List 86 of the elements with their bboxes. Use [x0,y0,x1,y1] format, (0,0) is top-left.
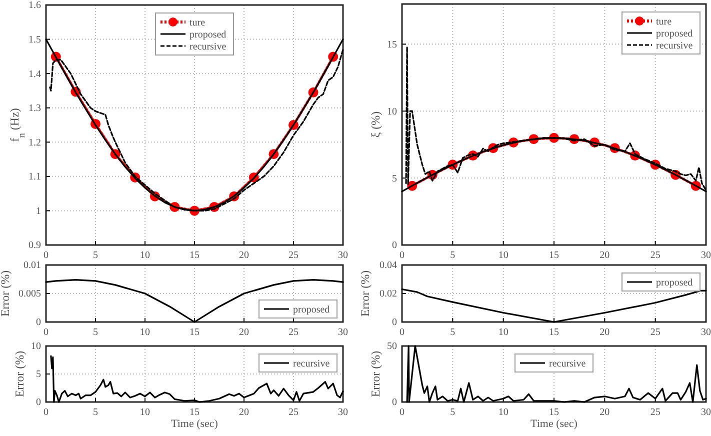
y-tick-label: 5 [392,173,397,184]
x-tick-label: 10 [498,250,508,262]
x-tick-label: 5 [93,327,98,338]
x-tick-label: 10 [498,327,508,338]
legend-label: recursive [656,40,694,52]
legend-label: ture [656,16,672,28]
x-axis-title: Time (sec) [171,418,218,430]
x-tick-label: 30 [338,250,348,262]
x-tick-label: 0 [400,250,404,262]
legend-label: proposed [190,30,226,40]
legend-label: proposed [656,28,693,40]
x-tick-label: 10 [140,250,150,262]
x-tick-label: 30 [338,407,348,418]
y-tick-label: 5 [36,369,41,380]
legend-label: proposed [656,278,693,288]
x-tick-label: 10 [498,407,508,418]
y-tick-label: 0.005 [18,288,41,300]
x-tick-label: 0 [44,407,48,418]
x-tick-label: 0 [400,407,404,418]
line-series [406,345,707,403]
y-tick-label: 0.9 [28,240,41,252]
x-tick-label: 10 [140,327,150,338]
x-tick-label: 20 [239,327,249,338]
y-axis-title: Error (%) [368,350,383,398]
y-tick-label: 1.4 [28,68,41,80]
line-series [50,355,344,403]
x-tick-label: 5 [450,407,456,418]
legend-label: ture [190,18,206,28]
x-tick-label: 5 [93,250,98,262]
x-tick-label: 20 [600,327,610,338]
x-tick-label: 15 [549,250,559,262]
y-axis-title: ξ (%) [368,111,383,138]
x-tick-label: 20 [600,250,610,262]
y-tick-label: 10 [31,341,41,352]
y-tick-label: 1.6 [28,0,41,12]
legend-label: recursive [190,42,227,52]
x-tick-label: 15 [190,250,200,262]
y-tick-label: 0 [392,240,397,252]
y-tick-label: 10 [387,106,397,118]
x-tick-label: 15 [190,327,200,338]
y-tick-label: 1.3 [28,103,41,114]
legend-label: proposed [293,304,330,316]
line-series [401,288,707,323]
y-axis-title: Error (%) [0,270,12,317]
line-series [45,279,344,323]
x-tick-label: 0 [44,250,48,262]
x-tick-label: 30 [338,327,348,338]
x-tick-label: 30 [701,250,711,262]
x-tick-label: 20 [239,250,249,262]
y-tick-label: 15 [387,39,397,50]
y-tick-label: 1.1 [28,172,41,183]
x-tick-label: 20 [600,407,610,418]
y-tick-label: 1 [36,206,41,217]
x-axis-title: Time (sec) [530,418,578,430]
y-tick-label: 1.2 [28,137,41,148]
y-tick-label: 0 [392,317,397,328]
x-tick-label: 10 [140,407,150,418]
x-tick-label: 25 [650,250,660,262]
x-tick-label: 0 [400,327,404,338]
x-tick-label: 25 [650,407,660,418]
y-axis-title: Error (%) [12,350,27,398]
x-tick-label: 15 [549,407,559,418]
x-tick-label: 5 [450,250,456,262]
x-tick-label: 5 [450,327,456,338]
x-tick-label: 5 [93,407,98,418]
y-tick-label: 0.04 [380,260,397,272]
x-tick-label: 25 [650,327,660,338]
y-tick-label: 1.5 [28,34,41,46]
x-tick-label: 30 [701,407,711,418]
x-tick-label: 30 [701,327,711,338]
y-tick-label: 0 [392,397,397,408]
x-tick-label: 0 [44,327,48,338]
x-tick-label: 25 [288,327,298,338]
legend-label: recursive [549,358,586,370]
y-tick-label: 0 [36,397,41,408]
y-axis-title: Error (%) [358,270,372,317]
x-tick-label: 20 [239,407,249,418]
y-tick-label: 0 [36,317,41,328]
y-tick-label: 50 [387,341,397,352]
x-tick-label: 25 [288,407,298,418]
x-tick-label: 25 [288,250,298,262]
legend-label: recursive [293,358,330,370]
y-tick-label: 0.02 [380,288,397,300]
x-tick-label: 15 [549,327,559,338]
y-tick-label: 0.01 [24,260,41,272]
x-tick-label: 15 [190,407,200,418]
